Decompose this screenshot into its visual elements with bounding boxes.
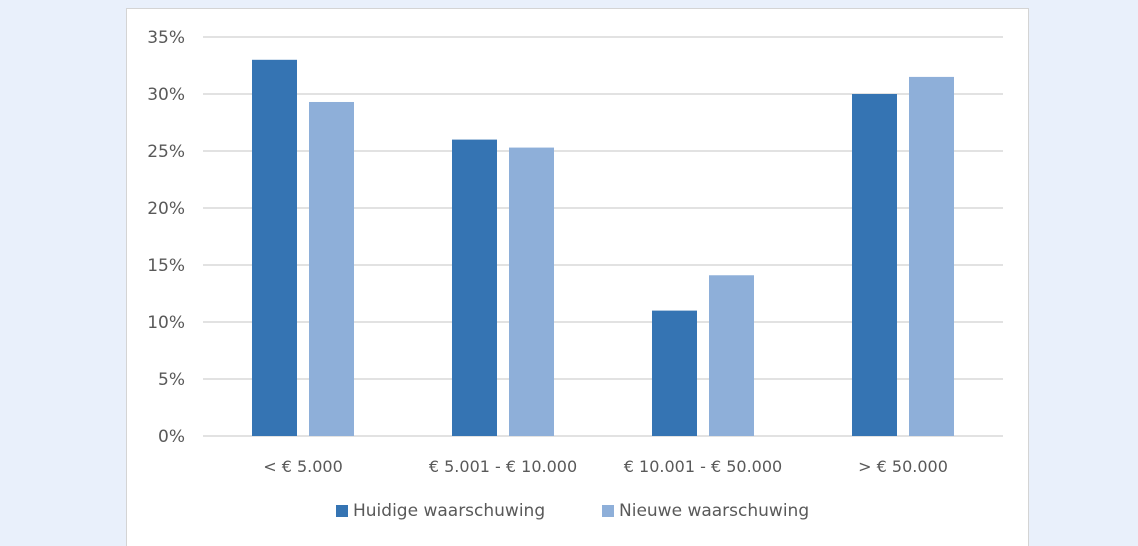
y-axis-tick-labels: 0% 5% 10% 15% 20% 25% 30% 35% [147,28,185,447]
bars [252,59,954,437]
x-category-label: € 10.001 - € 50.000 [624,457,782,476]
x-category-label: € 5.001 - € 10.000 [429,457,577,476]
y-tick-label: 25% [147,142,185,162]
y-tick-label: 15% [147,256,185,276]
legend-swatch [602,505,614,517]
x-category-label: < € 5.000 [263,457,343,476]
y-tick-label: 30% [147,85,185,105]
bar-series1-cat2 [452,139,497,436]
x-axis-category-labels: < € 5.000 € 5.001 - € 10.000 € 10.001 - € … [263,457,948,476]
y-tick-label: 5% [158,370,185,390]
x-category-label: > € 50.000 [858,457,948,476]
y-tick-label: 0% [158,427,185,447]
legend: Huidige waarschuwing Nieuwe waarschuwing [336,501,809,521]
bar-series1-cat4 [852,94,897,436]
bar-series2-cat4 [909,76,954,437]
bar-series2-cat2 [509,147,554,436]
bar-series1-cat3 [652,310,697,436]
legend-swatch [336,505,348,517]
legend-label: Nieuwe waarschuwing [619,501,809,521]
legend-label: Huidige waarschuwing [353,501,545,521]
y-tick-label: 20% [147,199,185,219]
y-tick-label: 10% [147,313,185,333]
bar-series2-cat1 [309,101,354,436]
bar-series1-cat1 [252,59,297,437]
bar-series2-cat3 [709,275,754,436]
y-tick-label: 35% [147,28,185,48]
